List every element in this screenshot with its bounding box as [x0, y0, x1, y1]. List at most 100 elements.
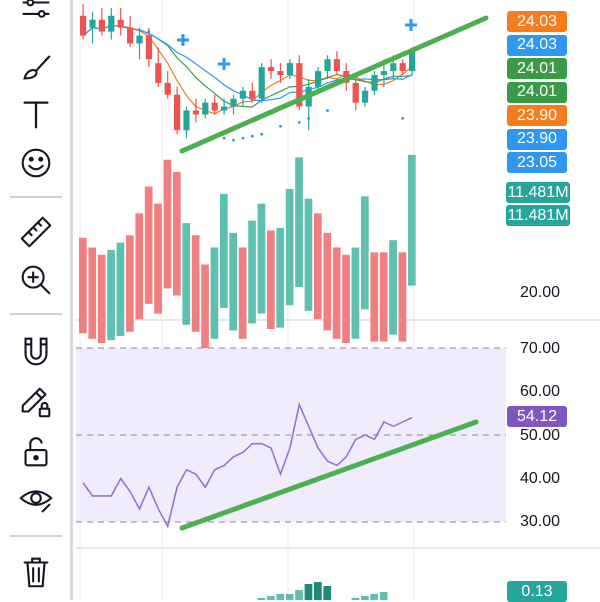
volume-bar: [126, 235, 134, 332]
rsi-line: [82, 401, 413, 529]
candle-body: [333, 59, 340, 72]
candle-body: [183, 110, 190, 131]
volume-bar: [182, 223, 191, 325]
sar-dot: [232, 138, 235, 142]
candle-body: [174, 94, 181, 131]
volume-bar: [285, 188, 294, 306]
sar-dot: [250, 134, 254, 138]
candle-body: [268, 67, 275, 72]
rsi-axis-label: 30.00: [519, 513, 561, 530]
brush-icon[interactable]: [14, 45, 58, 89]
oscillator-bar: [304, 584, 313, 600]
candle-body: [399, 63, 406, 72]
candle-body: [286, 63, 293, 75]
volume-bar: [257, 203, 266, 314]
candle-body: [136, 35, 143, 44]
candle-body: [277, 71, 284, 75]
candle-body: [202, 102, 209, 115]
candle-body: [249, 90, 256, 99]
volume-bar: [107, 249, 115, 341]
chart-area[interactable]: 24.03 24.03 24.01 24.01 23.90 23.90 23.05 11.4…: [76, 0, 600, 602]
candle-body: [230, 98, 237, 107]
volume-axis-label: 20.00: [519, 284, 561, 301]
candle-body: [192, 110, 199, 115]
ruler-icon[interactable]: [14, 210, 58, 254]
unlock-icon[interactable]: [14, 430, 58, 474]
magnet-icon[interactable]: [14, 330, 58, 374]
rsi-trendline: [179, 419, 479, 531]
price-trendline: [179, 15, 489, 154]
sar-dot: [363, 97, 367, 101]
volume-bar: [323, 232, 332, 331]
sar-dot: [241, 136, 245, 140]
volume-bar: [314, 213, 322, 320]
candle-body: [127, 27, 134, 44]
rsi-axis-label: 60.00: [519, 383, 561, 400]
drawing-toolbar: [0, 0, 73, 600]
volume-bar: [154, 203, 162, 314]
volume-bar: [201, 264, 209, 349]
sar-dot: [147, 30, 151, 33]
price-level-tag: 24.03: [507, 11, 567, 32]
candle-body: [80, 15, 87, 36]
trash-icon[interactable]: [14, 550, 58, 594]
candle-body: [239, 90, 246, 99]
oscillator-bar: [314, 582, 322, 600]
candle-body: [117, 19, 124, 28]
candle-body: [324, 59, 331, 72]
rsi-value-tag: 54.12: [507, 406, 567, 427]
candle-body: [380, 71, 387, 75]
oscillator-value-tag: 0.13: [507, 581, 567, 602]
volume-bar: [88, 247, 97, 339]
volume-bar: [144, 186, 153, 304]
candle-body: [409, 51, 416, 72]
toolbar-divider: [10, 196, 62, 198]
oscillator-bar: [379, 592, 388, 600]
candle-body: [89, 19, 96, 28]
volume-bar: [238, 247, 247, 339]
candle-body: [352, 82, 359, 103]
volume-bar: [163, 159, 172, 289]
volume-bar: [332, 247, 341, 339]
candle-body: [164, 82, 171, 95]
emoji-icon[interactable]: [14, 141, 58, 185]
candle-body: [362, 90, 369, 103]
oscillator-bar: [267, 596, 275, 600]
zoom-in-icon[interactable]: [14, 258, 58, 302]
volume-bar: [370, 252, 379, 342]
sar-dot: [307, 117, 311, 120]
volume-bar: [276, 227, 285, 328]
price-level-tag: 23.90: [507, 128, 567, 150]
volume-bar: [267, 230, 275, 329]
rsi-axis-label: 40.00: [519, 470, 561, 487]
candle-body: [258, 67, 265, 99]
sar-dot: [222, 136, 226, 140]
volume-bar: [229, 232, 238, 331]
toolbar-divider: [10, 535, 62, 537]
pencil-lock-icon[interactable]: [14, 380, 58, 424]
text-icon[interactable]: [14, 92, 58, 136]
volume-bar: [191, 235, 200, 332]
candle-body: [155, 63, 162, 83]
candle-body: [390, 63, 397, 72]
toolbar-divider: [10, 313, 62, 315]
chart-canvas[interactable]: [76, 0, 600, 600]
volume-bar: [295, 157, 303, 287]
volume-bar: [351, 247, 360, 339]
sar-dot: [260, 132, 264, 136]
chart-settings-icon[interactable]: [14, 0, 58, 34]
volume-bar: [97, 254, 106, 343]
oscillator-bar: [361, 596, 369, 600]
sar-dot: [297, 120, 301, 124]
volume-bar: [304, 198, 313, 311]
volume-bar: [379, 252, 388, 342]
candle-body: [315, 71, 322, 87]
volume-bar: [135, 213, 144, 320]
volume-bar: [173, 171, 181, 296]
volume-bar: [248, 220, 256, 324]
candle-body: [145, 35, 152, 60]
price-level-tag: 24.01: [507, 81, 567, 103]
oscillator-bar: [285, 594, 294, 600]
eye-icon[interactable]: [14, 478, 58, 522]
volume-bar: [361, 196, 369, 310]
